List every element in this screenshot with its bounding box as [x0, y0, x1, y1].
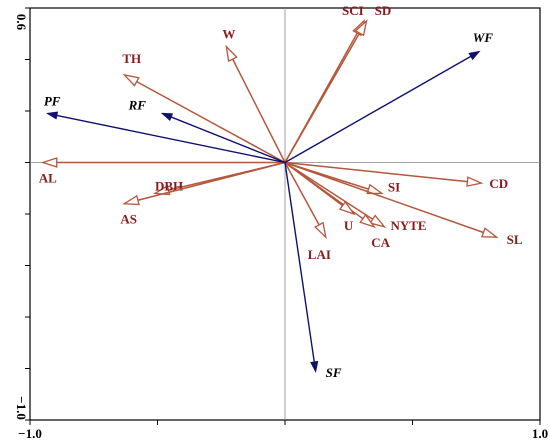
environment-label-rf: RF	[128, 98, 147, 113]
response-vector-th	[136, 80, 286, 164]
response-vector-w	[232, 58, 286, 163]
environment-arrowhead-rf	[160, 112, 174, 121]
response-label-sd: SD	[375, 3, 392, 18]
response-arrowhead-lai	[314, 221, 327, 240]
axis-ticks	[25, 7, 541, 425]
response-label-sl: SL	[507, 232, 523, 247]
x-tick-label: −1.0	[18, 426, 42, 441]
response-arrowhead-u	[338, 200, 356, 216]
response-label-lai: LAI	[308, 247, 331, 262]
response-label-si: SI	[388, 179, 400, 194]
response-label-dbh: DBH	[155, 178, 183, 193]
response-label-th: TH	[122, 51, 141, 66]
y-tick-label: −1.0	[14, 396, 29, 420]
response-vector-u	[284, 161, 344, 207]
environment-vector-pf	[56, 114, 286, 164]
environment-arrowhead-sf	[310, 360, 319, 373]
response-arrowhead-sd	[354, 19, 368, 37]
response-label-sci: SCI	[342, 3, 364, 18]
environment-arrowhead-pf	[45, 111, 59, 120]
response-arrowhead-sl	[481, 227, 499, 238]
environment-label-sf: SF	[326, 365, 342, 380]
response-label-w: W	[222, 27, 235, 42]
environment-vector-sf	[284, 162, 315, 363]
response-vector-sd	[284, 32, 361, 163]
response-vector-as	[137, 161, 286, 201]
response-label-as: AS	[120, 212, 137, 227]
response-label-cd: CD	[489, 176, 508, 191]
response-arrowhead-nyte	[369, 214, 387, 229]
environmental-vectors: PF RF WF SF	[44, 30, 494, 380]
response-label-ca: CA	[371, 235, 390, 250]
response-vector-nyte	[284, 161, 374, 220]
response-label-u: U	[344, 218, 354, 233]
response-arrowhead-w	[225, 44, 238, 63]
environment-arrowhead-wf	[468, 50, 481, 61]
environment-label-wf: WF	[473, 30, 494, 45]
environment-vector-wf	[284, 55, 472, 164]
response-arrowhead-al	[40, 157, 58, 168]
environment-vector-rf	[170, 116, 286, 164]
response-arrowhead-th	[122, 73, 140, 87]
response-label-nyte: NYTE	[390, 218, 426, 233]
response-arrowhead-ca	[359, 213, 376, 229]
y-tick-label: 0.6	[14, 14, 29, 31]
axis-tick-labels: −1.0 1.0 0.6 −1.0	[14, 14, 548, 441]
response-vector-lai	[284, 162, 320, 226]
zero-lines	[30, 8, 540, 420]
response-arrowhead-cd	[466, 176, 484, 187]
response-vector-cd	[284, 161, 468, 183]
response-vector-sl	[284, 161, 484, 234]
response-arrowhead-as	[122, 194, 140, 206]
environment-label-pf: PF	[44, 94, 61, 109]
x-tick-label: 1.0	[532, 426, 548, 441]
response-label-al: AL	[39, 171, 57, 186]
